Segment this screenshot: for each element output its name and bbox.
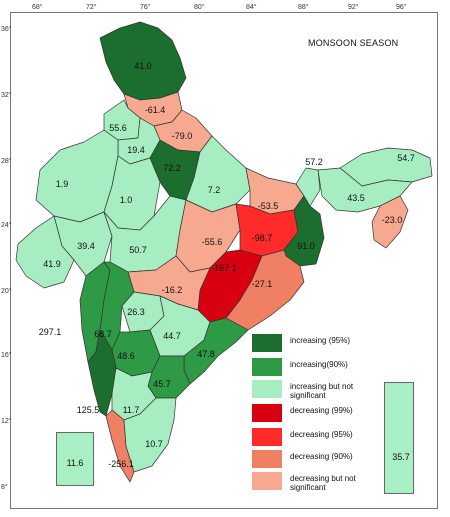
value-rayalaseema: 45.7: [153, 379, 171, 389]
value-uttarakhand: -79.0: [171, 131, 193, 141]
lat-tick-16: 16°: [1, 352, 12, 359]
value-vidarbha: -16.2: [161, 285, 183, 295]
inset-lakshadweep: 11.6: [56, 432, 94, 486]
region-odisha: [225, 249, 305, 331]
legend-label: decreasing but not significant: [290, 474, 356, 492]
lat-tick-32: 32°: [1, 92, 12, 99]
value-lakshadweep: 11.6: [66, 458, 84, 468]
legend-label: decreasing (99%): [290, 406, 353, 415]
value-gujarat: 39.4: [77, 241, 95, 251]
value-assam: 43.5: [347, 193, 365, 203]
legend-swatch: [252, 380, 282, 398]
lon-tick-96: 96°: [396, 4, 407, 11]
inset-andaman-nicobar: 35.7: [384, 382, 414, 494]
value-bihar: -53.5: [257, 201, 279, 211]
lat-tick-24: 24°: [1, 222, 12, 229]
value-jammu-kashmir: 41.0: [134, 61, 152, 71]
legend-item: increasing (95%): [252, 334, 382, 354]
region-gangetic-wb: [283, 195, 325, 267]
value-andaman: 35.7: [392, 452, 410, 462]
map-title: MONSOON SEASON: [308, 38, 399, 48]
region-nmmt: [371, 195, 409, 249]
value-telangana: 44.7: [163, 331, 181, 341]
value-punjab: 55.6: [109, 123, 127, 133]
value-west-up: 72.2: [163, 163, 181, 173]
region-jammu-kashmir: [99, 21, 187, 101]
legend-swatch: [252, 472, 282, 490]
lat-tick-20: 20°: [1, 288, 12, 295]
legend-swatch: [252, 428, 282, 446]
legend-label: increasing but not significant: [290, 382, 354, 400]
region-tamil-nadu: [123, 397, 177, 473]
value-chhattisgarh: -167.1: [211, 263, 237, 273]
value-marathwada: 26.3: [127, 307, 145, 317]
value-madhya-maharashtra: 68.7: [94, 329, 112, 339]
lon-tick-80: 80°: [194, 4, 205, 11]
value-n-karnataka: 48.6: [117, 351, 135, 361]
value-nmmt: -23.0: [381, 215, 403, 225]
legend-swatch: [252, 334, 282, 352]
value-odisha: -27.1: [251, 279, 273, 289]
legend-item: decreasing (95%): [252, 428, 382, 448]
value-haryana: 19.4: [127, 145, 145, 155]
region-saurashtra: [15, 215, 75, 289]
legend-swatch: [252, 404, 282, 422]
legend-label: increasing (95%): [290, 336, 351, 345]
lat-tick-8: 8°: [1, 484, 8, 491]
value-gangetic-wb: 91.0: [297, 241, 315, 251]
value-east-rajasthan: 1.0: [119, 195, 133, 205]
legend-item: decreasing but not significant: [252, 472, 382, 492]
value-east-up: 7.2: [207, 185, 221, 195]
lat-tick-28: 28°: [1, 158, 12, 165]
legend-swatch: [252, 358, 282, 376]
lat-tick-36: 36°: [1, 26, 12, 33]
value-s-karnataka: 11.7: [122, 405, 140, 415]
legend-label: increasing(90%): [290, 360, 348, 369]
value-arunachal: 54.7: [397, 153, 415, 163]
lon-tick-68: 68°: [32, 4, 43, 11]
legend-item: increasing(90%): [252, 358, 382, 378]
value-west-rajasthan: 1.9: [55, 179, 69, 189]
lat-tick-12: 12°: [1, 418, 12, 425]
legend-label: decreasing (90%): [290, 452, 353, 461]
value-kerala: -256.1: [108, 459, 134, 469]
legend-item: decreasing (99%): [252, 404, 382, 424]
legend-swatch: [252, 450, 282, 468]
lon-tick-84: 84°: [246, 4, 257, 11]
value-west-mp: 50.7: [129, 245, 147, 255]
map-border: [10, 12, 438, 509]
value-east-mp: -55.6: [201, 237, 223, 247]
legend-label: decreasing (95%): [290, 430, 353, 439]
lon-tick-72: 72°: [86, 4, 97, 11]
lon-tick-88: 88°: [298, 4, 309, 11]
value-tamil-nadu: 10.7: [145, 439, 163, 449]
value-coastal-ap: 47.8: [197, 349, 215, 359]
value-jharkhand: -98.7: [251, 233, 273, 243]
value-coastal-karnataka: 125.5: [76, 405, 100, 415]
value-himachal: -61.4: [144, 105, 166, 115]
legend-item: decreasing (90%): [252, 450, 382, 470]
lon-tick-76: 76°: [140, 4, 151, 11]
lon-tick-92: 92°: [348, 4, 359, 11]
value-konkan: 297.1: [38, 327, 62, 337]
value-saurashtra: 41.9: [43, 259, 61, 269]
legend-item: increasing but not significant: [252, 380, 382, 400]
value-sub-himalayan: 57.2: [305, 157, 323, 167]
